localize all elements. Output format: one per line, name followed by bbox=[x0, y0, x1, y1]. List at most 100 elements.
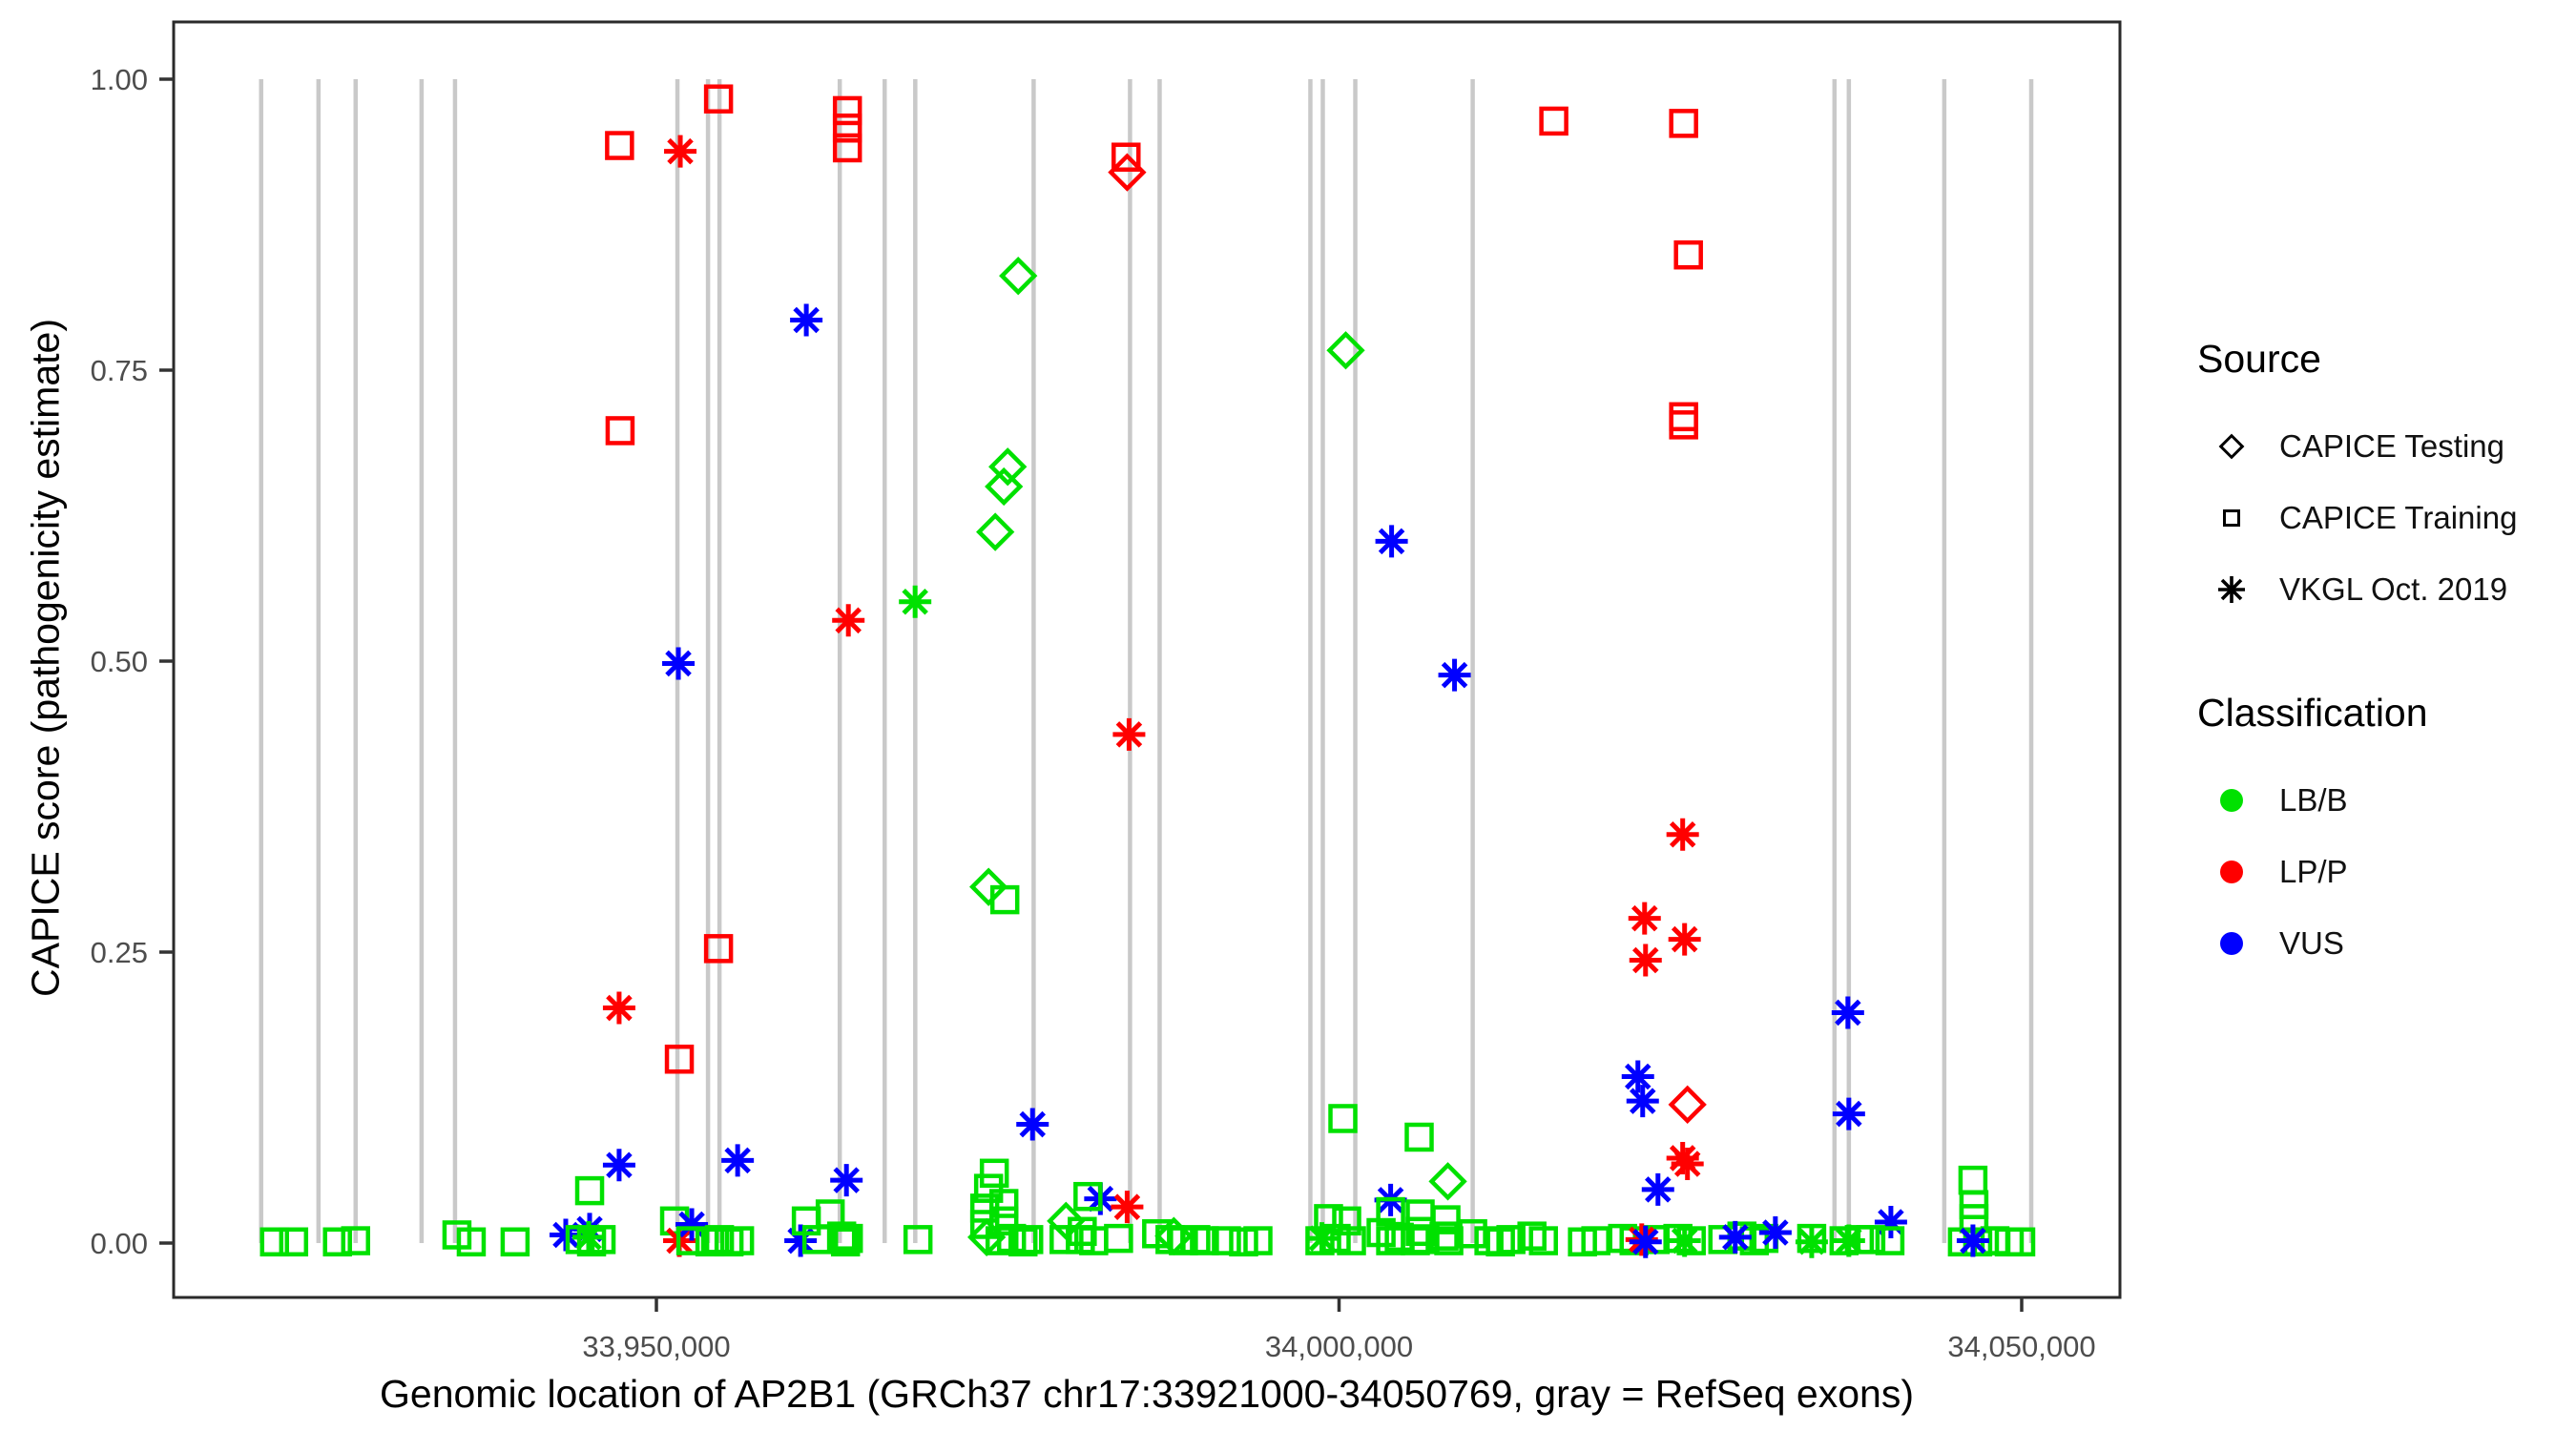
data-point bbox=[969, 867, 1008, 906]
data-point bbox=[976, 512, 1015, 551]
data-point bbox=[602, 1149, 635, 1182]
data-point bbox=[1718, 1220, 1752, 1254]
data-point bbox=[721, 1144, 755, 1177]
data-point bbox=[1673, 239, 1703, 270]
data-point bbox=[1629, 944, 1662, 977]
data-point bbox=[1831, 996, 1864, 1029]
data-point bbox=[1958, 1165, 1988, 1195]
data-point bbox=[832, 95, 862, 126]
legend-source-title: Source bbox=[2197, 337, 2321, 381]
data-point bbox=[322, 1227, 352, 1257]
data-point bbox=[1496, 1225, 1526, 1255]
data-point bbox=[1832, 1097, 1865, 1130]
data-point bbox=[576, 1227, 607, 1257]
data-point bbox=[1008, 1227, 1038, 1257]
data-point bbox=[1328, 1104, 1358, 1133]
data-point bbox=[832, 604, 865, 637]
data-point bbox=[989, 884, 1020, 915]
legend-item-capice-training: CAPICE Training bbox=[2197, 482, 2569, 553]
data-point bbox=[903, 1225, 933, 1255]
data-point bbox=[500, 1227, 530, 1257]
data-point bbox=[1856, 1225, 1886, 1255]
x-tick-label: 33,950,000 bbox=[582, 1330, 730, 1363]
data-point bbox=[988, 1189, 1019, 1218]
data-point bbox=[1671, 1148, 1704, 1181]
y-tick-label: 0.75 bbox=[91, 354, 148, 387]
data-point bbox=[602, 991, 635, 1025]
data-point bbox=[605, 131, 634, 160]
y-tick-label: 0.50 bbox=[91, 645, 148, 678]
data-point bbox=[1438, 658, 1471, 692]
data-point bbox=[1404, 1122, 1434, 1152]
legend-item-label: VKGL Oct. 2019 bbox=[2279, 570, 2508, 607]
data-point bbox=[830, 1164, 863, 1197]
legend-item-vus: VUS bbox=[2197, 907, 2569, 979]
data-point bbox=[988, 1206, 1019, 1236]
data-point bbox=[1528, 1226, 1558, 1255]
legend-item-lbb: LB/B bbox=[2197, 764, 2569, 836]
legend-item-vkgl: VKGL Oct. 2019 bbox=[2197, 553, 2569, 625]
x-tick-label: 34,050,000 bbox=[1947, 1330, 2095, 1363]
data-point bbox=[1314, 1204, 1343, 1234]
y-tick-label: 0.25 bbox=[91, 936, 148, 969]
data-point bbox=[1337, 1226, 1366, 1255]
x-axis-title: Genomic location of AP2B1 (GRCh37 chr17:… bbox=[380, 1372, 1914, 1416]
data-point bbox=[724, 1226, 755, 1255]
y-axis-title: CAPICE score (pathogenicity estimate) bbox=[23, 319, 68, 997]
data-point bbox=[1016, 1108, 1049, 1141]
plot-panel-border bbox=[172, 20, 2122, 1299]
data-point bbox=[1104, 1223, 1133, 1254]
square-icon bbox=[2197, 495, 2266, 541]
diamond-icon bbox=[2197, 424, 2266, 469]
red-dot-icon bbox=[2197, 849, 2266, 895]
data-point bbox=[1668, 1224, 1701, 1257]
data-point bbox=[1539, 106, 1568, 136]
data-point bbox=[1073, 1181, 1103, 1212]
data-point bbox=[1429, 1221, 1459, 1251]
data-point bbox=[1758, 1216, 1792, 1250]
data-point bbox=[1405, 1199, 1435, 1229]
data-point bbox=[1326, 331, 1365, 370]
data-point bbox=[1112, 717, 1146, 751]
data-point bbox=[1305, 1226, 1335, 1255]
data-point bbox=[1428, 1162, 1467, 1201]
data-point bbox=[662, 647, 696, 680]
data-point bbox=[1013, 1225, 1044, 1255]
data-point bbox=[1628, 902, 1661, 935]
legend-item-label: VUS bbox=[2279, 924, 2344, 961]
data-point bbox=[832, 133, 862, 163]
data-point bbox=[695, 1227, 725, 1257]
data-point bbox=[1621, 1060, 1654, 1093]
data-point bbox=[1629, 1225, 1662, 1258]
asterisk-icon bbox=[2197, 567, 2266, 612]
data-point bbox=[341, 1226, 371, 1255]
legend-item-capice-testing: CAPICE Testing bbox=[2197, 410, 2569, 482]
data-point bbox=[664, 135, 697, 168]
data-point bbox=[1375, 525, 1408, 558]
data-point bbox=[704, 1225, 735, 1255]
data-point bbox=[1458, 1218, 1487, 1249]
data-point bbox=[1666, 818, 1699, 851]
data-point bbox=[574, 1175, 605, 1206]
data-point bbox=[1190, 1226, 1219, 1255]
data-point bbox=[979, 1158, 1009, 1189]
data-point bbox=[1111, 142, 1141, 172]
data-point bbox=[1111, 1191, 1144, 1224]
data-point bbox=[664, 1044, 695, 1074]
data-point bbox=[1669, 402, 1698, 432]
data-point bbox=[2005, 1227, 2036, 1257]
legend-item-lpp: LP/P bbox=[2197, 836, 2569, 907]
data-point bbox=[784, 1224, 818, 1257]
data-point bbox=[1108, 153, 1147, 192]
data-point bbox=[572, 1220, 606, 1254]
data-point bbox=[790, 303, 823, 337]
data-point bbox=[1795, 1225, 1828, 1258]
data-point bbox=[1212, 1226, 1241, 1255]
data-point bbox=[1626, 1085, 1659, 1118]
data-point bbox=[260, 1227, 289, 1257]
data-point bbox=[703, 84, 734, 114]
data-point bbox=[703, 934, 734, 964]
data-point bbox=[1956, 1224, 1989, 1257]
x-tick-label: 34,000,000 bbox=[1265, 1330, 1413, 1363]
